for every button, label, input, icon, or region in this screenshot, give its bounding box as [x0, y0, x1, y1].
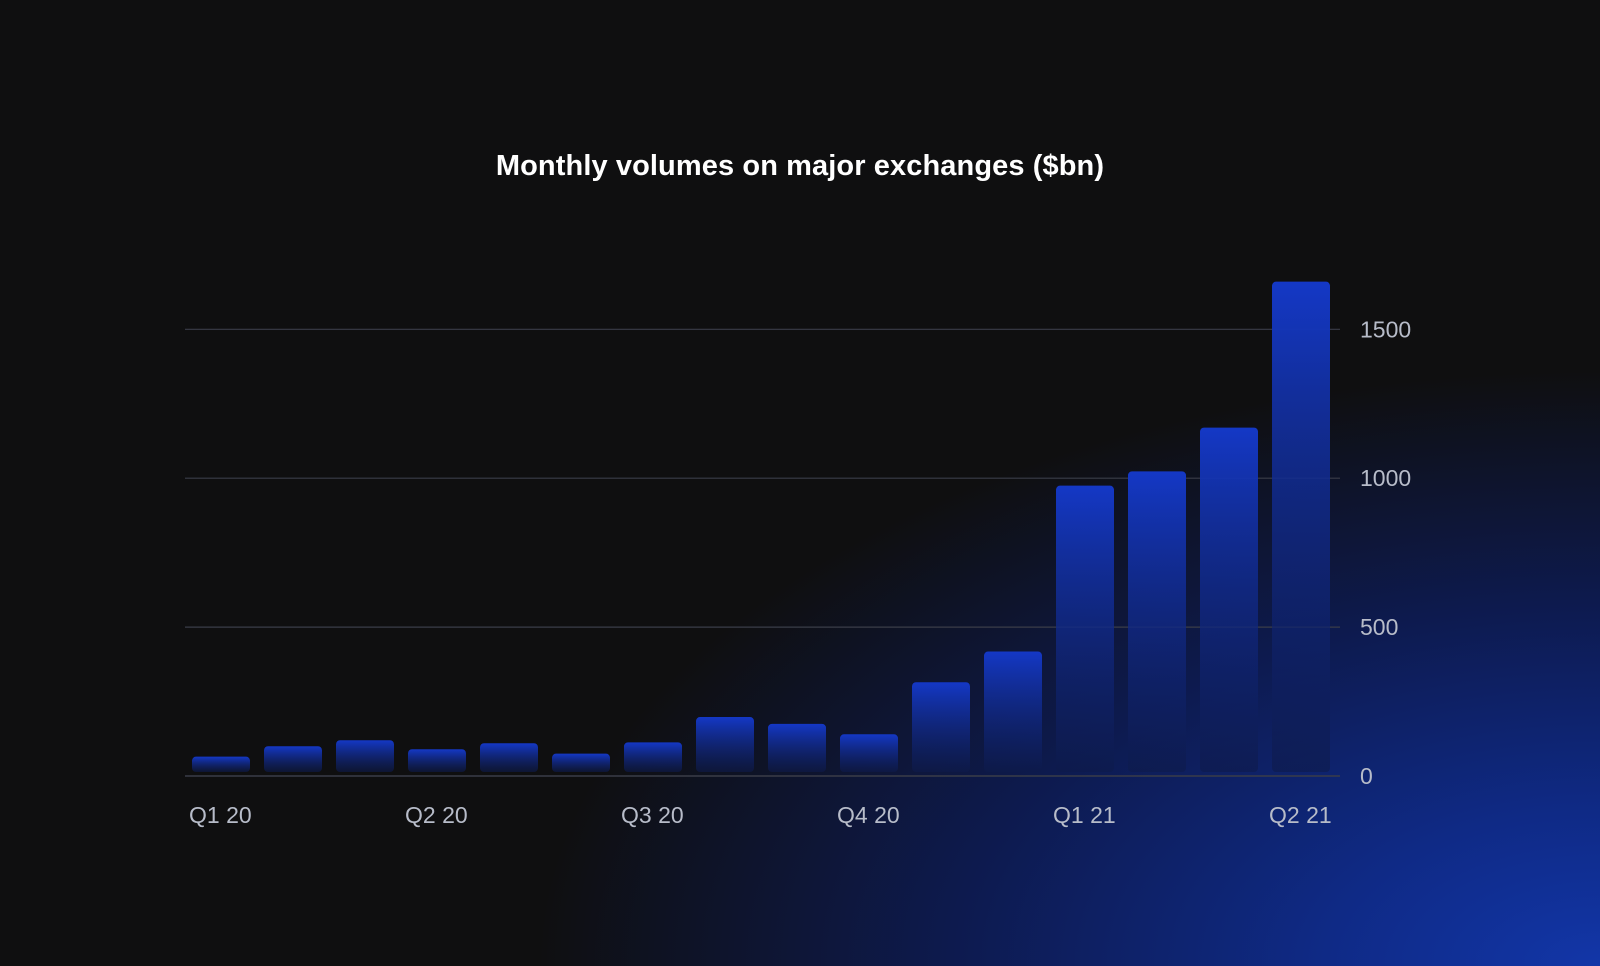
bar-jan-21: [1056, 485, 1114, 772]
chart-title: Monthly volumes on major exchanges ($bn): [495, 150, 1105, 182]
x-axis: Q1 20 Q2 20 Q3 20 Q4 20 Q1 21 Q2 21: [189, 802, 1332, 828]
bar-dec-20: [984, 651, 1042, 772]
bar-feb-20: [264, 746, 322, 772]
bar-mar-21: [1200, 427, 1258, 772]
y-tick-label: 0: [1360, 763, 1373, 789]
y-axis: 0 500 1000 1500: [1360, 316, 1411, 789]
bar-apr-21: [1272, 281, 1330, 772]
y-tick-label: 1500: [1360, 316, 1411, 342]
bar-sep-20: [768, 723, 826, 772]
y-tick-label: 1000: [1360, 465, 1411, 491]
bar-oct-20: [840, 734, 898, 772]
x-tick-label: Q2 20: [405, 802, 468, 828]
x-tick-label: Q3 20: [621, 802, 684, 828]
bar-jan-20: [192, 756, 250, 772]
bar-nov-20: [912, 682, 970, 772]
bar-aug-20: [696, 717, 754, 772]
bar-jun-20: [552, 753, 610, 772]
bar-jul-20: [624, 742, 682, 772]
bar-may-20: [480, 743, 538, 772]
x-tick-label: Q2 21: [1269, 802, 1332, 828]
x-tick-label: Q1 21: [1053, 802, 1116, 828]
bar-feb-21: [1128, 471, 1186, 772]
bar-mar-20: [336, 740, 394, 772]
x-tick-label: Q4 20: [837, 802, 900, 828]
x-tick-label: Q1 20: [189, 802, 252, 828]
bar-apr-20: [408, 749, 466, 772]
y-tick-label: 500: [1360, 614, 1398, 640]
bars: [192, 281, 1330, 772]
grid-lines: [185, 328, 1340, 777]
